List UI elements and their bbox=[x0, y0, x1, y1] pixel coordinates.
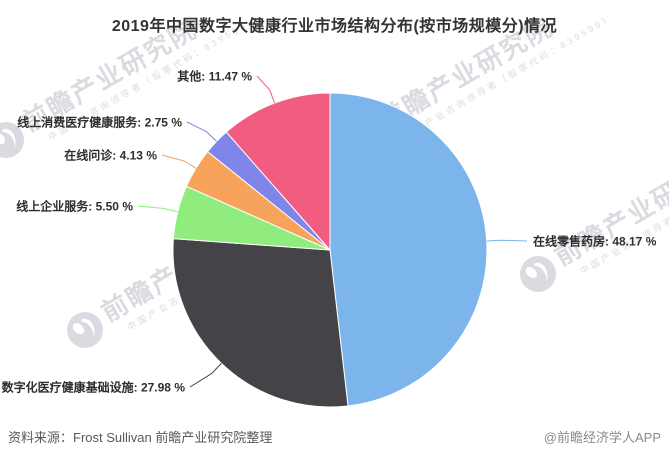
pie-slice-1[interactable] bbox=[172, 238, 349, 408]
pie-label-5: 其他: 11.47 % bbox=[177, 69, 252, 84]
pie-slice-5[interactable] bbox=[225, 92, 331, 252]
pie-label-0: 在线零售药房: 48.17 % bbox=[533, 234, 657, 249]
source-note: 资料来源：Frost Sullivan 前瞻产业研究院整理 bbox=[8, 430, 273, 445]
pie-slice-0[interactable] bbox=[329, 92, 488, 407]
pie-connector-5 bbox=[256, 75, 276, 104]
pie-connector-3 bbox=[161, 154, 197, 169]
pie-connector-0 bbox=[486, 239, 528, 242]
pie-connector-2 bbox=[137, 205, 178, 213]
pie-label-1: 数字化医疗健康基础设施: 27.98 % bbox=[1, 380, 185, 395]
pie-label-3: 在线问诊: 4.13 % bbox=[64, 148, 157, 163]
pie-connector-1 bbox=[189, 363, 222, 388]
credit-note: @前瞻经济学人APP bbox=[543, 430, 661, 445]
chart-title: 2019年中国数字大健康行业市场结构分布(按市场规模分)情况 bbox=[111, 18, 558, 35]
pie-connector-4 bbox=[186, 121, 217, 142]
pie-label-4: 线上消费医疗健康服务: 2.75 % bbox=[17, 115, 182, 130]
pie-label-2: 线上企业服务: 5.50 % bbox=[16, 199, 133, 214]
